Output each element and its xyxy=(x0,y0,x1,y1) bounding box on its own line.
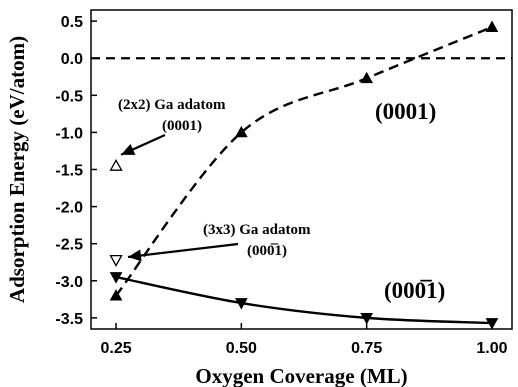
surface-label-0001: (0001) xyxy=(375,99,436,124)
y-tick-label: 0.0 xyxy=(61,51,83,68)
series-line-1 xyxy=(115,275,493,325)
x-tick-label: 0.50 xyxy=(226,340,257,357)
x-axis-title: Oxygen Coverage (ML) xyxy=(195,364,407,387)
y-tick-label: -2.0 xyxy=(55,200,83,217)
series-line-0 xyxy=(115,25,493,297)
y-tick-label: -3.0 xyxy=(55,274,83,291)
x-tick-label: 0.75 xyxy=(351,340,382,357)
annotation-2x2-line1: (2x2) Ga adatom xyxy=(118,97,226,113)
series-1-point xyxy=(360,312,374,325)
annotation-3x3-arrow-head xyxy=(128,249,142,262)
series-0-point xyxy=(109,289,123,301)
y-tick-label: -2.5 xyxy=(55,237,83,254)
annotation-3x3-line2: (000̅1) xyxy=(247,243,287,259)
series-1-point xyxy=(235,298,248,310)
series-0-point xyxy=(235,125,248,138)
y-tick-label: 0.5 xyxy=(61,14,83,31)
surface-label-000-1: (000̅1) xyxy=(384,278,445,303)
annotation-3x3-line1: (3x3) Ga adatom xyxy=(203,222,311,238)
y-tick-label: -1.0 xyxy=(55,125,83,142)
annotation-2x2-line2: (0001) xyxy=(162,118,202,134)
series-0-point xyxy=(360,71,374,84)
adatom-point-1 xyxy=(109,254,123,267)
series-1-point xyxy=(485,318,499,330)
annotation-3x3-arrow-shaft xyxy=(127,242,239,259)
series-0-point xyxy=(485,20,499,32)
annotation-2x2-arrow-head xyxy=(121,143,136,155)
adatom-point-0 xyxy=(109,158,123,171)
y-axis-title: Adsorption Energy (eV/atom) xyxy=(5,36,29,303)
x-tick-label: 1.00 xyxy=(476,340,507,357)
y-tick-label: -1.5 xyxy=(55,163,83,180)
y-tick-label: -0.5 xyxy=(55,88,83,105)
y-tick-label: -3.5 xyxy=(55,311,83,328)
x-tick-label: 0.25 xyxy=(100,340,131,357)
series-1-point xyxy=(109,272,123,284)
